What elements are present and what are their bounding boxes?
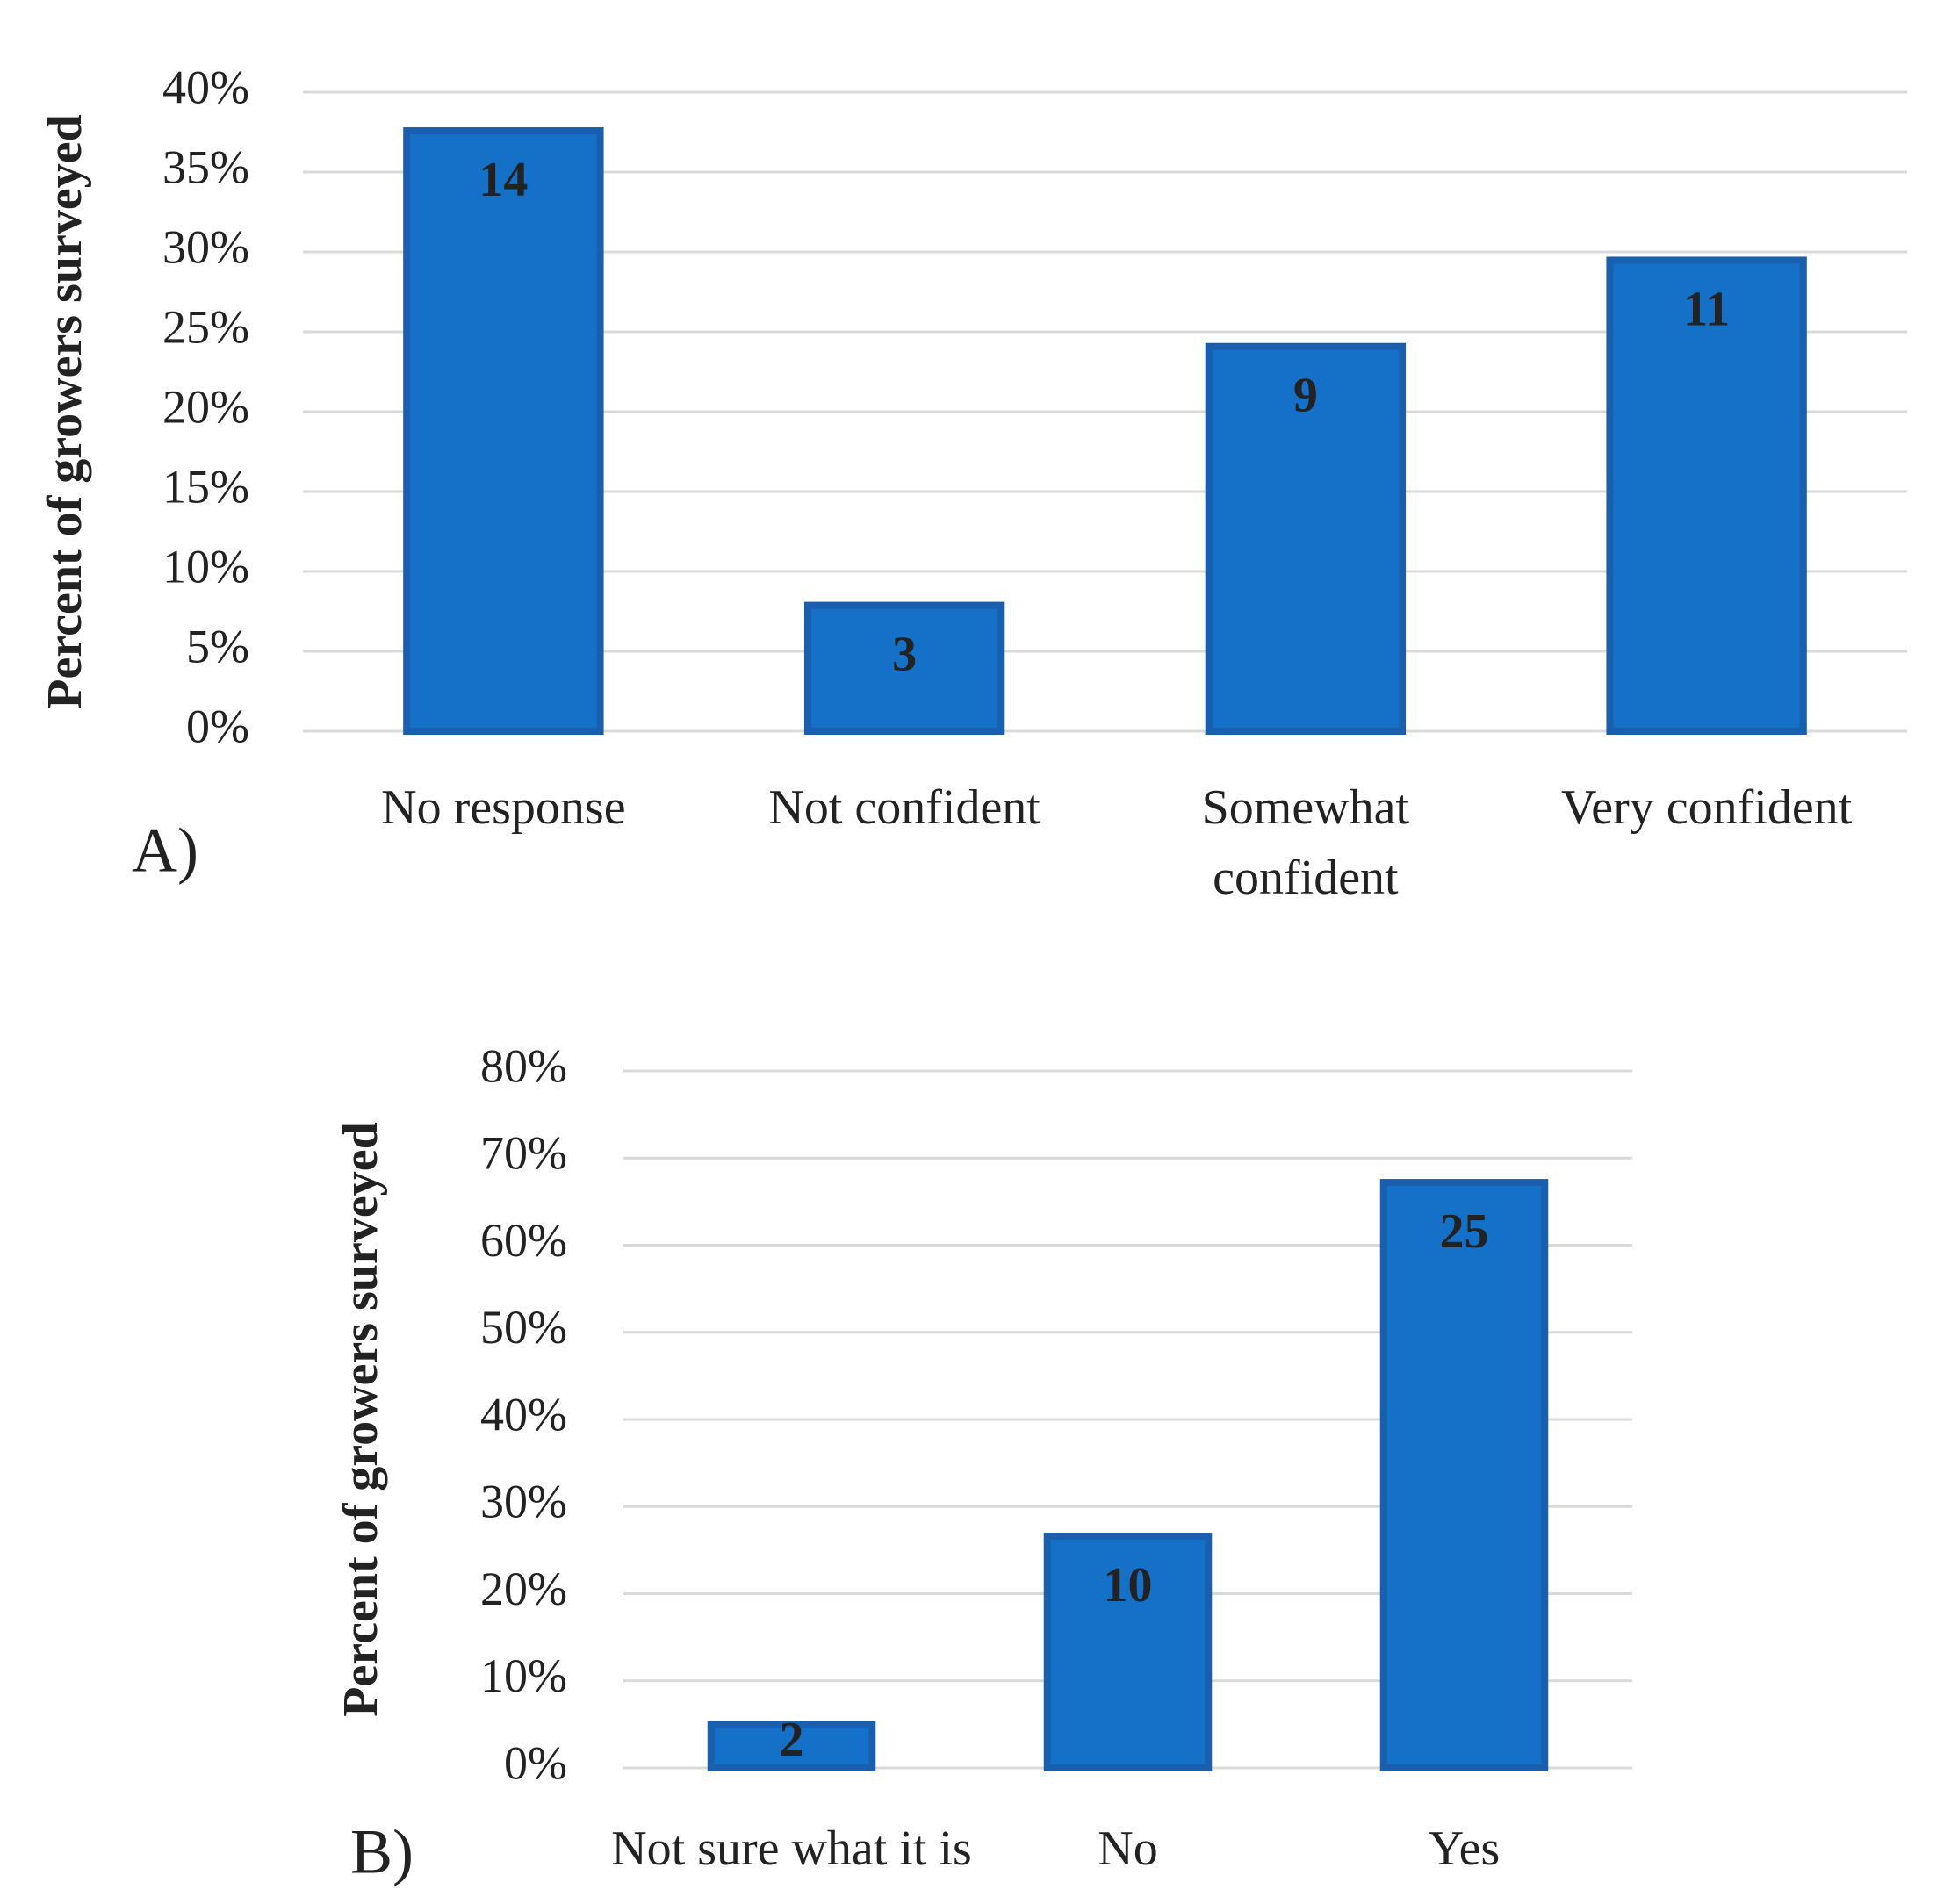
x-tick-label: Yes (1428, 1821, 1501, 1876)
data-label: 14 (479, 153, 528, 207)
bar (1379, 1179, 1549, 1771)
panel-label: A) (132, 815, 198, 886)
y-tick-label: 30% (162, 220, 249, 273)
y-tick-label: 0% (504, 1736, 567, 1789)
x-tick-label: No response (381, 780, 626, 835)
panel-label: B) (350, 1817, 414, 1887)
bar (707, 1721, 876, 1772)
y-tick-label: 10% (162, 540, 249, 593)
y-axis-title: Percent of growers surveyed (334, 1122, 388, 1717)
data-label: 10 (1104, 1558, 1153, 1613)
y-tick-label: 5% (186, 620, 249, 672)
y-tick-label: 35% (162, 140, 249, 193)
x-tick-label: Not confident (768, 780, 1040, 835)
data-label: 2 (780, 1713, 804, 1767)
y-tick-label: 60% (480, 1214, 567, 1267)
bar (1205, 342, 1407, 735)
y-tick-label: 20% (480, 1563, 567, 1615)
x-tick-label: No (1098, 1821, 1158, 1876)
x-tick-label: Somewhat confident (1201, 780, 1410, 905)
y-tick-label: 0% (186, 700, 249, 752)
y-tick-label: 40% (480, 1388, 567, 1441)
y-tick-label: 50% (480, 1301, 567, 1354)
bar (1043, 1533, 1213, 1772)
y-tick-label: 15% (162, 460, 249, 513)
bar (803, 601, 1005, 736)
y-axis-title: Percent of growers surveyed (38, 114, 92, 709)
y-tick-label: 10% (480, 1649, 567, 1702)
y-tick-label: 70% (480, 1127, 567, 1180)
y-tick-label: 80% (480, 1039, 567, 1092)
y-tick-label: 25% (162, 300, 249, 353)
data-label: 25 (1440, 1204, 1489, 1259)
data-label: 3 (892, 627, 917, 681)
x-tick-label: Very confident (1561, 780, 1853, 835)
bar (1606, 256, 1807, 735)
data-label: 9 (1293, 369, 1318, 423)
y-tick-label: 30% (480, 1476, 567, 1528)
y-tick-label: 20% (162, 380, 249, 433)
bar (403, 127, 604, 736)
y-tick-label: 40% (162, 61, 249, 113)
data-label: 11 (1683, 282, 1730, 336)
x-tick-label: Not sure what it is (611, 1821, 972, 1876)
